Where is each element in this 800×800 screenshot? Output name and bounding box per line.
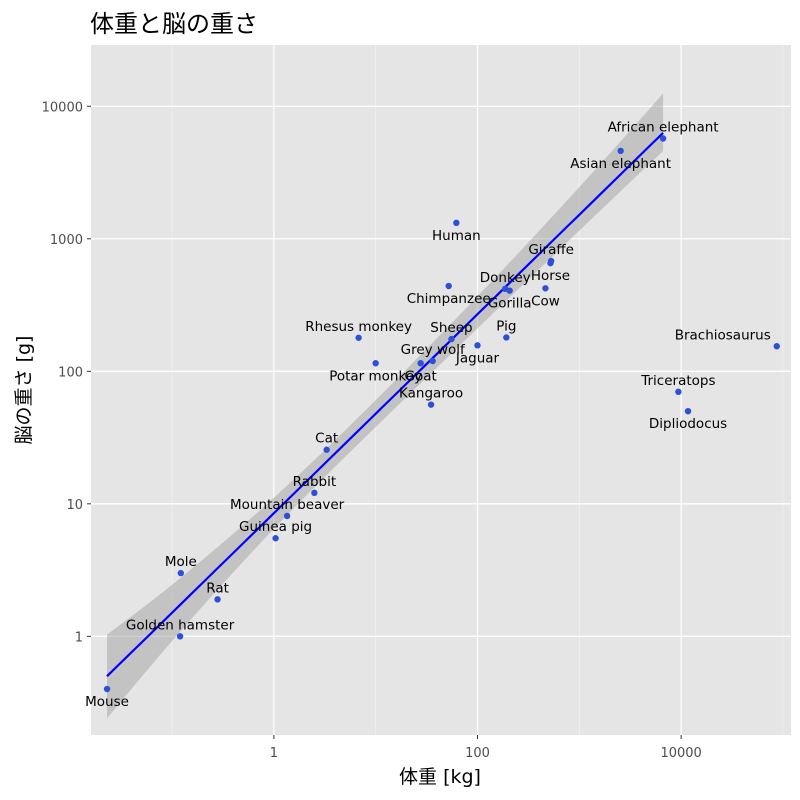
point-golden-hamster: [176, 633, 184, 640]
label-donkey: Donkey: [480, 270, 531, 286]
label-kangaroo: Kangaroo: [399, 386, 463, 402]
point-rat: [214, 596, 221, 603]
x-tick-label: 1: [270, 746, 278, 761]
point-horse: [547, 259, 554, 267]
point-human: [453, 219, 460, 227]
minor-grid: [171, 45, 784, 735]
x-axis-title: 体重 [kg]: [399, 766, 481, 788]
y-tick-label: 10000: [42, 100, 83, 115]
point-sheep: [448, 335, 455, 343]
y-tick-label: 1: [75, 630, 83, 645]
point-mountain-beaver: [283, 512, 291, 520]
point-chimpanzee: [445, 282, 452, 290]
label-asian-elephant: Asian elephant: [570, 156, 671, 172]
x-tick-label: 10000: [660, 746, 701, 761]
point-potar-monkey: [372, 360, 379, 367]
y-axis-title: 脳の重さ [g]: [13, 336, 35, 445]
label-rat: Rat: [206, 580, 229, 596]
label-potar-monkey: Potar monkey: [329, 368, 422, 384]
y-axis-ticks: 1 10 100 1000 10000: [42, 100, 91, 645]
point-mole: [177, 569, 185, 577]
point-labels: African elephant Asian elephant Human Giraf…: [85, 120, 771, 711]
point-guinea-pig: [272, 535, 279, 542]
point-african-elephant: [659, 135, 667, 142]
label-grey-wolf: Grey wolf: [401, 342, 466, 358]
label-pig: Pig: [496, 318, 516, 334]
label-sheep: Sheep: [430, 320, 472, 336]
label-brachiosaurus: Brachiosaurus: [675, 327, 771, 343]
label-human: Human: [432, 228, 481, 244]
plot-panel: [91, 45, 791, 735]
point-mouse: [103, 685, 111, 693]
label-african-elephant: African elephant: [608, 120, 719, 136]
label-horse: Horse: [531, 268, 570, 284]
point-pig: [503, 334, 510, 341]
data-points: [103, 135, 780, 693]
point-gorilla: [506, 287, 513, 294]
label-giraffe: Giraffe: [528, 242, 574, 258]
point-triceratops: [675, 388, 682, 396]
point-rhesus-monkey: [355, 334, 362, 341]
point-cow: [542, 285, 549, 292]
point-goat: [417, 360, 424, 367]
label-jaguar: Jaguar: [455, 350, 500, 366]
major-grid: [91, 45, 791, 735]
point-jaguar: [474, 342, 481, 349]
label-mouse: Mouse: [85, 694, 129, 710]
regression-line: [106, 132, 664, 677]
y-tick-label: 1000: [50, 233, 83, 248]
label-golden-hamster: Golden hamster: [126, 617, 235, 633]
x-tick-label: 100: [465, 746, 490, 761]
label-gorilla: Gorilla: [488, 296, 532, 312]
point-grey-wolf: [429, 357, 436, 365]
label-triceratops: Triceratops: [640, 373, 715, 389]
label-dipliodocus: Dipliodocus: [649, 416, 727, 432]
label-goat: Goat: [405, 368, 437, 384]
label-rhesus-monkey: Rhesus monkey: [305, 319, 412, 335]
label-rabbit: Rabbit: [293, 474, 337, 490]
point-kangaroo: [427, 401, 435, 408]
point-rabbit: [311, 489, 318, 497]
label-mole: Mole: [165, 554, 197, 570]
point-brachiosaurus: [773, 343, 780, 350]
label-chimpanzee: Chimpanzee: [407, 291, 491, 307]
label-cat: Cat: [315, 431, 338, 447]
x-axis-ticks: 1 100 10000: [270, 735, 702, 761]
chart-title: 体重と脳の重さ: [90, 10, 258, 38]
label-cow: Cow: [531, 293, 560, 309]
y-tick-label: 10: [66, 498, 83, 513]
y-tick-label: 100: [58, 365, 83, 380]
label-mountain-beaver: Mountain beaver: [230, 497, 345, 513]
label-guinea-pig: Guinea pig: [239, 519, 312, 535]
point-dipliodocus: [684, 407, 692, 415]
point-asian-elephant: [617, 147, 624, 155]
point-cat: [323, 446, 330, 453]
